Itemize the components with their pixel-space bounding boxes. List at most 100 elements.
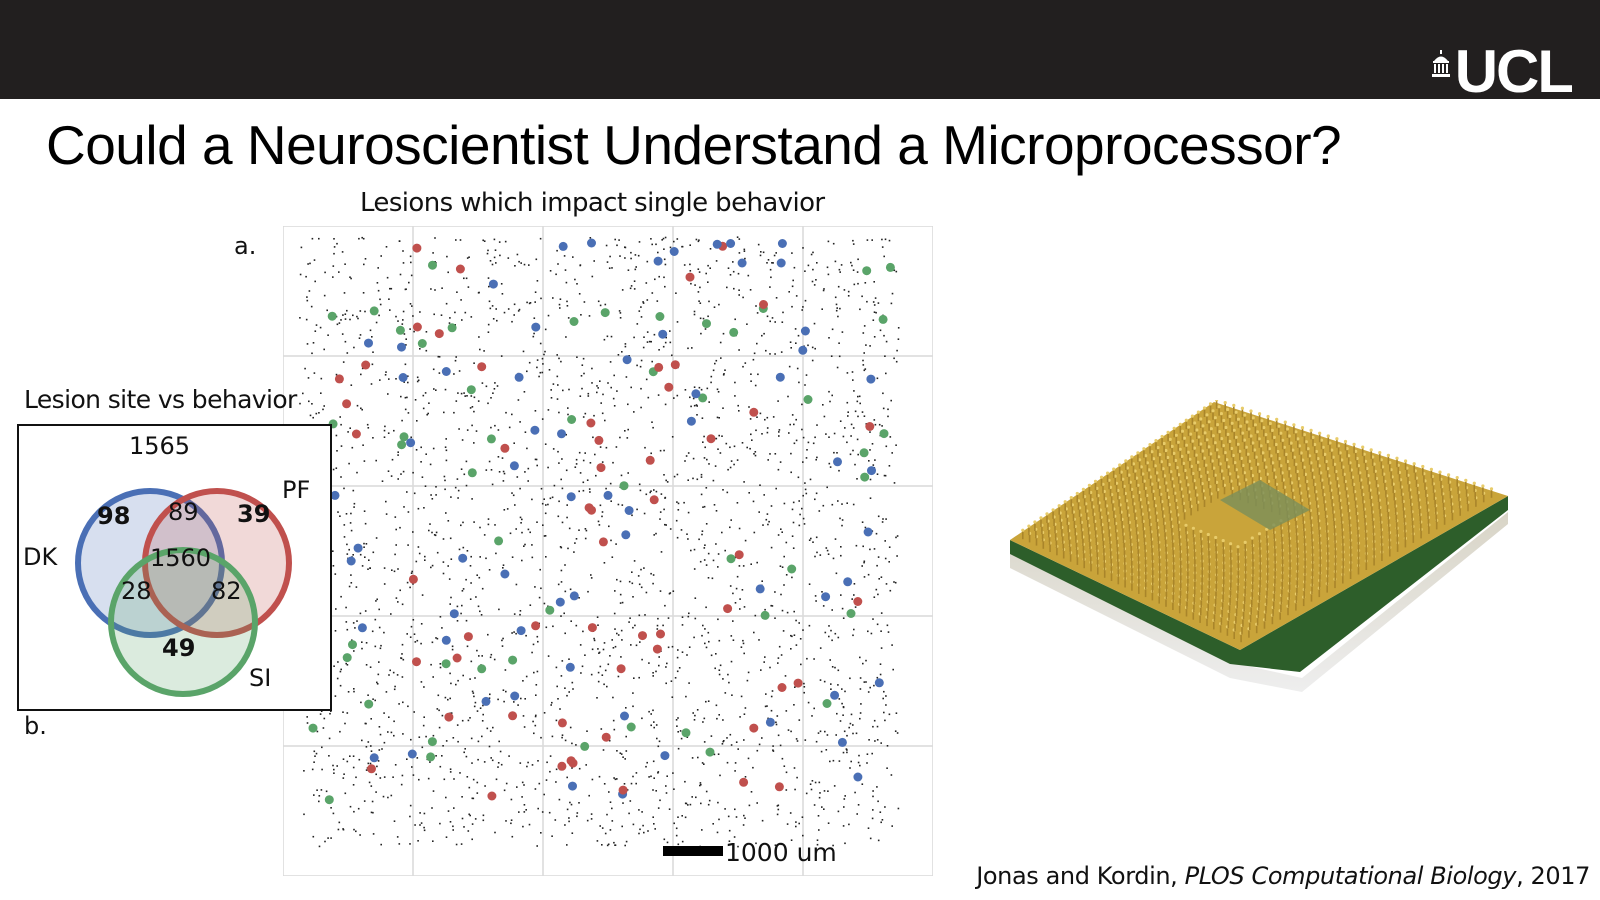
transistor-dot	[493, 256, 496, 259]
transistor-dot	[687, 452, 690, 454]
lesion-marker	[865, 422, 875, 431]
lesion-marker	[441, 635, 451, 645]
transistor-dot	[718, 303, 720, 306]
transistor-dot	[332, 812, 335, 815]
transistor-dot	[618, 310, 621, 312]
transistor-dots	[298, 236, 900, 848]
transistor-dot	[413, 633, 416, 635]
transistor-dot	[749, 447, 751, 450]
transistor-dot	[381, 748, 383, 750]
transistor-dot	[511, 556, 514, 558]
cpu-pin-tip	[1319, 438, 1324, 442]
transistor-dot	[630, 644, 632, 646]
transistor-dot	[415, 560, 418, 563]
transistor-dot	[675, 292, 677, 294]
transistor-dot	[344, 340, 347, 343]
transistor-dot	[819, 792, 821, 794]
transistor-dot	[729, 466, 732, 469]
transistor-dot	[694, 617, 697, 620]
transistor-dot	[700, 332, 702, 335]
venn-circle-si	[108, 547, 258, 697]
transistor-dot	[874, 459, 876, 461]
transistor-dot	[409, 636, 412, 638]
transistor-dot	[655, 670, 657, 673]
transistor-dot	[469, 565, 472, 567]
cpu-pin-tip	[1152, 457, 1156, 461]
cpu-pin-tip	[1276, 449, 1280, 454]
transistor-dot	[349, 318, 351, 321]
transistor-dot	[621, 504, 624, 506]
transistor-dot	[663, 508, 665, 511]
transistor-dot	[431, 564, 434, 567]
transistor-dot	[872, 464, 875, 466]
transistor-dot	[313, 259, 316, 261]
transistor-dot	[613, 841, 615, 844]
transistor-dot	[590, 673, 593, 676]
transistor-dot	[574, 278, 576, 281]
lesion-marker	[620, 711, 629, 721]
transistor-dot	[657, 807, 660, 809]
transistor-dot	[871, 239, 873, 241]
transistor-dot	[885, 372, 887, 375]
panel-label-b: b.	[24, 712, 47, 740]
transistor-dot	[497, 429, 500, 431]
transistor-dot	[624, 345, 627, 348]
transistor-dot	[421, 594, 424, 596]
transistor-dot	[492, 392, 494, 394]
transistor-dot	[394, 553, 396, 556]
transistor-dot	[397, 568, 399, 570]
cpu-pin-tip	[1180, 429, 1184, 433]
transistor-dot	[680, 529, 683, 531]
cpu-pin-tip	[1345, 447, 1349, 451]
transistor-dot	[370, 811, 373, 814]
transistor-dot	[464, 311, 467, 314]
transistor-dot	[564, 590, 567, 593]
transistor-dot	[534, 410, 537, 412]
transistor-dot	[718, 818, 720, 821]
transistor-dot	[842, 706, 845, 709]
transistor-dot	[641, 811, 643, 813]
transistor-dot	[652, 709, 654, 712]
transistor-dot	[513, 631, 515, 633]
transistor-dot	[384, 374, 387, 376]
transistor-dot	[424, 392, 427, 394]
transistor-dot	[350, 384, 353, 386]
transistor-dot	[815, 492, 818, 495]
transistor-dot	[842, 435, 845, 438]
transistor-dot	[628, 812, 630, 815]
transistor-dot	[342, 314, 344, 316]
transistor-dot	[751, 439, 753, 441]
transistor-dot	[584, 537, 587, 540]
transistor-dot	[819, 554, 822, 556]
transistor-dot	[612, 461, 614, 464]
transistor-dot	[343, 773, 345, 775]
transistor-dot	[589, 237, 592, 239]
transistor-dot	[771, 690, 774, 692]
transistor-dot	[834, 666, 836, 669]
transistor-dot	[793, 266, 796, 269]
transistor-dot	[452, 737, 455, 739]
transistor-dot	[663, 474, 665, 476]
transistor-dot	[551, 835, 553, 837]
transistor-dot	[302, 392, 304, 395]
venn-label-pf: PF	[282, 476, 311, 504]
transistor-dot	[376, 765, 378, 768]
transistor-dot	[406, 491, 408, 493]
transistor-dot	[689, 803, 692, 806]
transistor-dot	[482, 819, 485, 822]
transistor-dot	[872, 618, 874, 620]
transistor-dot	[781, 609, 784, 612]
transistor-dot	[378, 726, 381, 728]
transistor-dot	[535, 258, 538, 261]
transistor-dot	[599, 380, 601, 382]
transistor-dot	[742, 639, 744, 642]
transistor-dot	[427, 777, 430, 780]
transistor-dot	[362, 292, 365, 294]
transistor-dot	[407, 412, 410, 414]
transistor-dot	[750, 373, 752, 375]
transistor-dot	[379, 733, 382, 736]
transistor-dot	[476, 781, 479, 784]
transistor-dot	[550, 397, 553, 399]
transistor-dot	[841, 503, 843, 505]
transistor-dot	[695, 238, 698, 241]
